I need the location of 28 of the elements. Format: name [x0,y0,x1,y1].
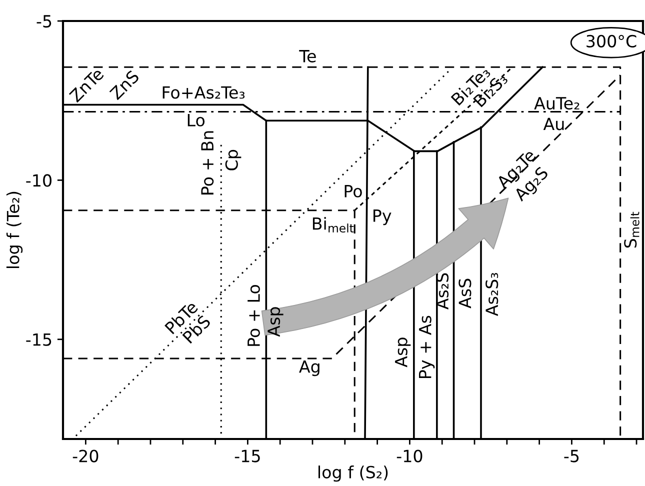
annotation: Asp [268,307,284,337]
annotation: Py [374,210,392,226]
annotation: Au [543,118,564,130]
annotation: As₂S₃ [486,272,498,316]
annotation: Po + Bn [201,131,214,194]
annotation: S$_{melt}$ [624,212,640,248]
annotation: Py + As [419,316,435,378]
x-axis-title: log f (S₂) [318,466,388,482]
y-tick-label: -10 [26,174,52,187]
annotation: AsS [458,278,472,308]
annotation: Cp [225,150,242,170]
annotation: AuTe₂ [534,97,580,110]
annotation: Ag [299,360,320,376]
y-axis-title: log f (Te₂) [6,192,23,268]
x-tick-label: -15 [234,450,260,462]
annotation: Po [344,185,362,198]
y-tick-label: -15 [26,334,52,346]
x-tick-label: -10 [396,450,422,462]
x-tick-label: -20 [72,450,98,462]
annotation: Lo [188,114,205,126]
annotation: Fo+As₂Te₃ [162,86,245,99]
annotation: Asp [395,338,411,368]
annotation: Bi$_{melt}$ [312,217,354,233]
annotation: Te [299,50,316,62]
x-tick-label: -5 [564,450,579,462]
annotation: Po + Lo [248,285,260,346]
annotation: 300°C [586,34,636,48]
y-tick-label: -5 [36,15,52,28]
